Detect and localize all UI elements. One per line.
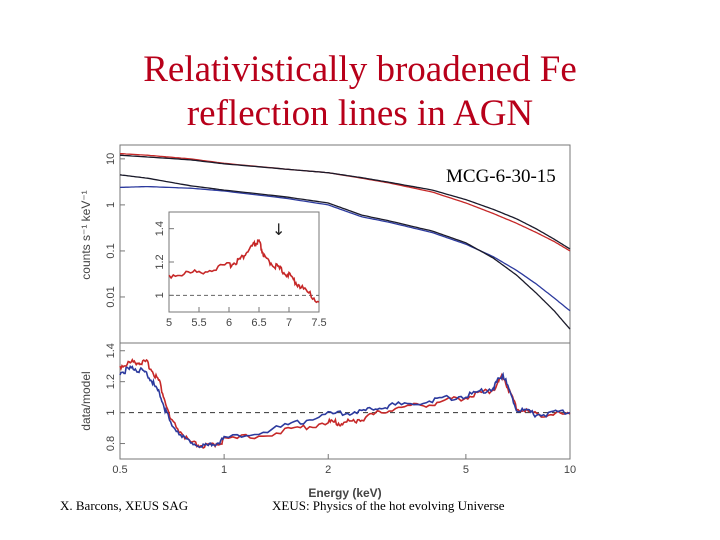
bottom-y-tick-label-1.4: 1.4 [105, 343, 117, 358]
bottom-x-tick-label-0.5: 0.5 [112, 464, 127, 476]
x-axis-label: Energy (keV) [308, 486, 381, 500]
inset-x-tick-label-7: 7 [286, 317, 292, 329]
top-y-tick-label-10: 10 [105, 153, 117, 165]
inset-y-tick-label-1: 1 [154, 292, 166, 298]
object-name-label: MCG-6-30-15 [446, 166, 556, 187]
top-series-dark-upper [119, 154, 571, 250]
inset-series-line-profile [168, 239, 320, 304]
bottom-x-tick-label-10: 10 [564, 464, 576, 476]
inset-x-tick-label-6.5: 6.5 [251, 317, 266, 329]
bottom-x-tick-label-2: 2 [325, 464, 331, 476]
bottom-y-tick-label-0.8: 0.8 [105, 436, 117, 451]
top-y-tick-label-0.1: 0.1 [105, 243, 117, 258]
top-y-tick-label-0.01: 0.01 [105, 286, 117, 307]
inset-panel-frame [168, 211, 320, 313]
bottom-y-tick-label-1: 1 [105, 410, 117, 416]
inset-arrow-annotation: ↓ [272, 220, 285, 239]
bottom-x-tick-label-1: 1 [221, 464, 227, 476]
bottom-series-blue-ratio [119, 364, 571, 449]
inset-x-tick-label-5: 5 [166, 317, 172, 329]
spectrum-figure: counts s⁻¹ keV⁻¹ data/model Energy (keV)… [79, 144, 576, 500]
top-y-tick-label-1: 1 [105, 202, 117, 208]
slide-title: Relativistically broadened Fe reflection… [0, 48, 720, 136]
bottom-y-axis-label: data/model [79, 371, 93, 430]
bottom-panel-frame [119, 342, 571, 460]
footer-author: X. Barcons, XEUS SAG [60, 498, 189, 513]
top-series-dark-lower [119, 174, 571, 330]
bottom-y-tick-label-1.2: 1.2 [105, 374, 117, 389]
inset-x-tick-label-6: 6 [226, 317, 232, 329]
top-series-blue-lower [119, 185, 571, 312]
top-y-axis-label: counts s⁻¹ keV⁻¹ [79, 190, 93, 279]
inset-x-tick-label-7.5: 7.5 [311, 317, 326, 329]
bottom-x-tick-label-5: 5 [463, 464, 469, 476]
bottom-series-red-ratio [119, 357, 571, 449]
inset-y-tick-label-1.2: 1.2 [154, 254, 166, 269]
inset-x-tick-label-5.5: 5.5 [191, 317, 206, 329]
footer-event: XEUS: Physics of the hot evolving Univer… [272, 498, 505, 513]
inset-y-tick-label-1.4: 1.4 [154, 221, 166, 236]
slide-title-line-1: Relativistically broadened Fe [143, 49, 577, 90]
slide-title-line-2: reflection lines in AGN [186, 93, 534, 134]
